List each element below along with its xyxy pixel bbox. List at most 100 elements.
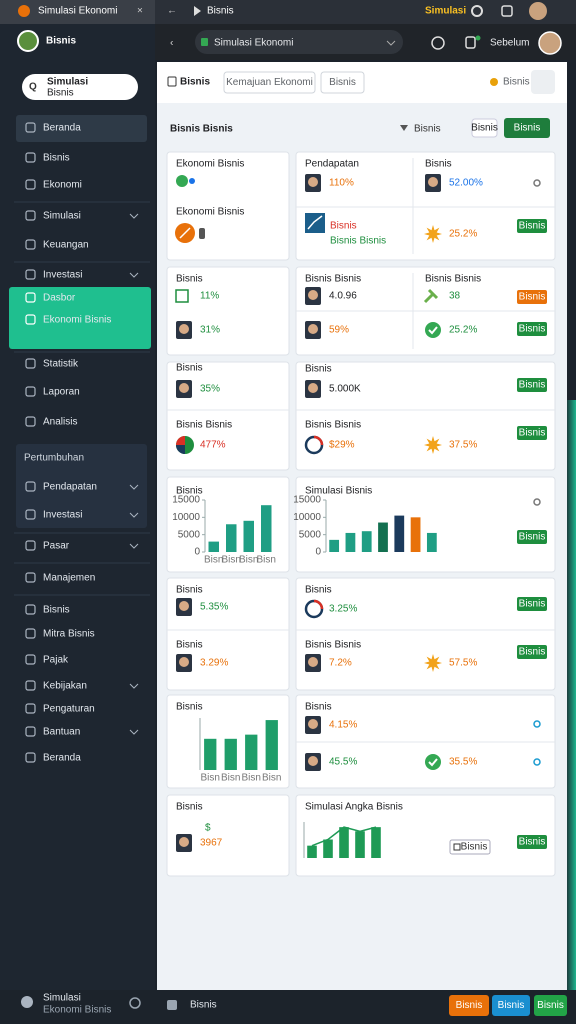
card-label: Bisnis Bisnis [330, 236, 386, 247]
nav-item[interactable]: Pasar [43, 541, 70, 552]
nav-item[interactable]: Investasi [43, 510, 82, 521]
stat-value: 31% [200, 325, 220, 336]
button-label[interactable]: Bisnis [519, 428, 546, 439]
settings-icon[interactable] [129, 997, 141, 1009]
bar [261, 505, 272, 552]
button-label[interactable]: Bisnis [519, 292, 546, 303]
check-icon [425, 322, 441, 338]
nav-item[interactable]: Laporan [43, 387, 80, 398]
button[interactable] [517, 645, 547, 659]
button-label[interactable]: Bisnis [514, 123, 541, 134]
nav-item[interactable]: Ekonomi [43, 180, 82, 191]
account: Sebelum [490, 38, 529, 49]
button-label[interactable]: Bisnis [519, 647, 546, 658]
button-label[interactable]: Bisnis [471, 123, 498, 134]
address-text[interactable]: Simulasi Ekonomi [214, 38, 293, 49]
button-label[interactable]: Bisnis [498, 1000, 525, 1011]
filter[interactable]: Bisnis [414, 124, 441, 135]
nav-item[interactable]: Investasi [43, 270, 82, 281]
pie-slice [176, 436, 185, 445]
nav-item[interactable]: Bisnis [43, 153, 70, 164]
avatar-face [179, 657, 189, 667]
button-label[interactable]: Bisnis [456, 1000, 483, 1011]
button[interactable] [471, 118, 498, 138]
button[interactable] [534, 995, 567, 1016]
nav-item[interactable]: Beranda [43, 753, 81, 764]
button[interactable] [492, 995, 530, 1016]
nav-item[interactable]: Statistik [43, 359, 79, 370]
tab-button[interactable] [320, 71, 365, 94]
nav-item[interactable]: Simulasi [43, 211, 81, 222]
bar [245, 734, 258, 770]
nav-icon [25, 572, 36, 583]
button[interactable] [517, 835, 547, 849]
card-label: Bisnis Bisnis [176, 420, 232, 431]
bar [243, 520, 254, 552]
x-tick-label: Bisn [201, 773, 220, 784]
address-field[interactable] [195, 30, 403, 54]
button[interactable] [517, 322, 547, 336]
tab-label[interactable]: Bisnis [329, 77, 356, 88]
nav-item[interactable]: Dasbor [43, 293, 76, 304]
button-label[interactable]: Bisnis [519, 837, 546, 848]
toolbar-title: Bisnis [180, 77, 210, 88]
stat-value: 25.2% [449, 229, 477, 240]
star-icon [424, 654, 442, 672]
avatar-face [179, 601, 189, 611]
nav-item[interactable]: Bisnis [43, 605, 70, 616]
card-label: $ [205, 823, 211, 834]
search[interactable] [22, 74, 138, 100]
avatar-face [308, 719, 318, 729]
button-label[interactable]: Bisnis [537, 1000, 564, 1011]
search-text: Bisnis [47, 88, 74, 99]
back-icon: ← [167, 6, 177, 17]
card-label: Bisnis [176, 585, 203, 596]
y-tick-label: 10000 [293, 512, 321, 523]
nav-item[interactable]: Kebijakan [43, 681, 87, 692]
nav-item[interactable]: Mitra Bisnis [43, 629, 95, 640]
nav-icon [25, 386, 36, 397]
button-label[interactable]: Bisnis [519, 599, 546, 610]
nav-item[interactable]: Pendapatan [43, 482, 97, 493]
button[interactable] [517, 290, 547, 304]
icon-button[interactable] [531, 70, 555, 94]
nav-item[interactable]: Pengaturan [43, 704, 95, 715]
nav-item[interactable]: Pajak [43, 655, 69, 666]
button[interactable] [517, 597, 547, 611]
tab-label[interactable]: Kemajuan Ekonomi [226, 77, 313, 88]
stat-value: 110% [329, 178, 354, 189]
icon [431, 36, 445, 50]
stat-value: 3967 [200, 838, 223, 849]
card-label: Simulasi Bisnis [305, 486, 372, 497]
button[interactable] [517, 530, 547, 544]
card [166, 794, 290, 877]
nav-item[interactable]: Keuangan [43, 240, 89, 251]
tab-button[interactable] [223, 71, 316, 94]
tool-icon [167, 76, 177, 87]
check-icon [425, 754, 441, 770]
button-label[interactable]: Bisnis [519, 532, 546, 543]
button[interactable] [517, 378, 547, 392]
card-label: Bisnis Bisnis [305, 274, 361, 285]
stat-value: 25.2% [449, 325, 477, 336]
card [166, 577, 290, 691]
card [295, 151, 556, 261]
button-label[interactable]: Bisnis [519, 380, 546, 391]
button-label[interactable]: Bisnis [519, 221, 546, 232]
nav-item[interactable]: Manajemen [43, 573, 95, 584]
bar [204, 738, 217, 770]
nav-item[interactable]: Ekonomi Bisnis [43, 315, 111, 326]
button-label[interactable]: Bisnis [461, 842, 488, 853]
nav-item[interactable]: Bantuan [43, 727, 80, 738]
button[interactable] [449, 995, 489, 1016]
button[interactable] [504, 118, 550, 138]
chevron [129, 543, 139, 549]
button[interactable] [517, 219, 547, 233]
nav-item[interactable]: Beranda [43, 123, 81, 134]
bar [361, 531, 372, 552]
y-tick-label: 10000 [172, 512, 200, 523]
nav-item[interactable]: Analisis [43, 417, 77, 428]
button-label[interactable]: Bisnis [519, 324, 546, 335]
button[interactable] [517, 426, 547, 440]
stat-value: 45.5% [329, 757, 357, 768]
